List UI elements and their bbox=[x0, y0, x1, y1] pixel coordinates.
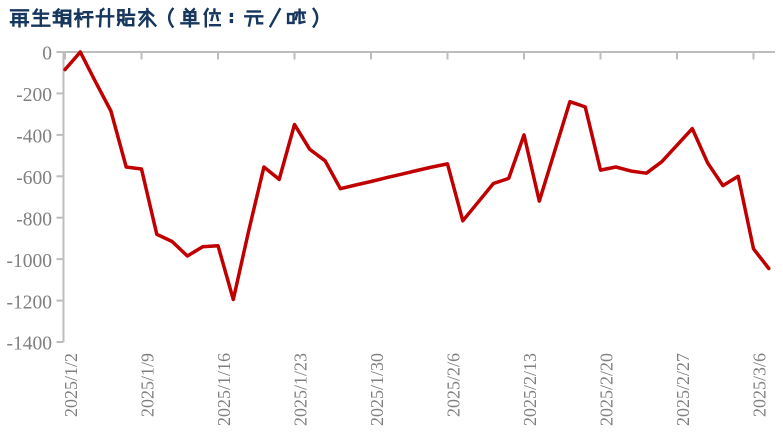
svg-text:2025/3/6: 2025/3/6 bbox=[750, 353, 770, 417]
svg-text:2025/2/13: 2025/2/13 bbox=[520, 353, 540, 426]
svg-text:-800: -800 bbox=[16, 209, 52, 230]
svg-text:2025/2/6: 2025/2/6 bbox=[444, 353, 464, 417]
svg-text:2025/1/9: 2025/1/9 bbox=[138, 353, 158, 417]
svg-text:2025/1/30: 2025/1/30 bbox=[367, 353, 387, 426]
svg-text:-200: -200 bbox=[16, 85, 52, 106]
svg-text:-600: -600 bbox=[16, 168, 52, 189]
svg-text:-1200: -1200 bbox=[7, 292, 53, 313]
svg-text:2025/1/23: 2025/1/23 bbox=[291, 353, 311, 426]
svg-text:-1400: -1400 bbox=[7, 334, 53, 355]
svg-text:0: 0 bbox=[42, 44, 52, 65]
svg-text:2025/2/20: 2025/2/20 bbox=[597, 353, 617, 426]
svg-text:2025/1/2: 2025/1/2 bbox=[61, 353, 81, 417]
svg-text:2025/2/27: 2025/2/27 bbox=[673, 353, 693, 426]
svg-text:-400: -400 bbox=[16, 127, 52, 148]
svg-text:-1000: -1000 bbox=[7, 251, 53, 272]
svg-text:2025/1/16: 2025/1/16 bbox=[214, 353, 234, 426]
